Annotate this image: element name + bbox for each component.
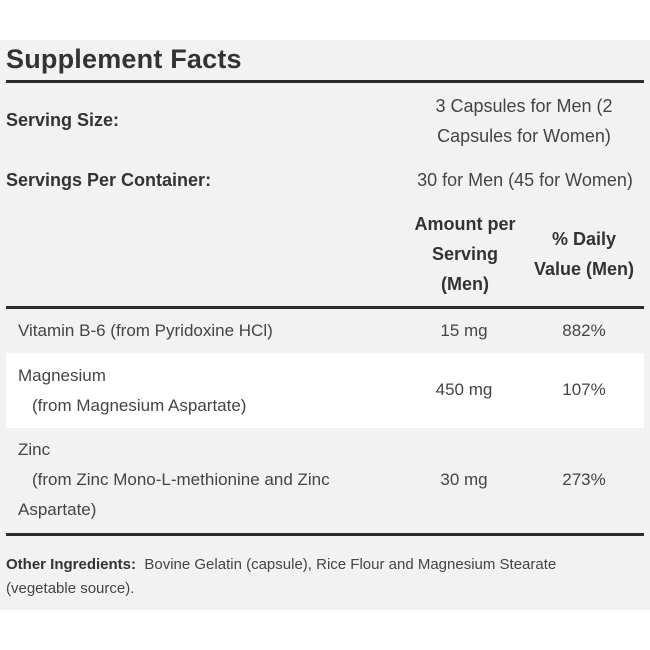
title-rule <box>6 80 644 83</box>
table-row-bg <box>6 353 644 428</box>
daily-value-header-line1: % Daily <box>551 229 617 249</box>
serving-size-label: Serving Size: <box>6 110 120 130</box>
header-rule <box>6 306 644 309</box>
nutrient-source: (from Zinc Mono-L-methionine and Zinc <box>32 470 330 489</box>
nutrient-amount: 30 mg <box>440 470 488 489</box>
other-ingredients-text: Bovine Gelatin (capsule), Rice Flour and… <box>6 556 557 597</box>
daily-value-header-line2: Value (Men) <box>533 259 635 279</box>
nutrient-daily-value: 273% <box>562 470 606 489</box>
nutrient-name: Magnesium <box>18 366 106 385</box>
page-title: Supplement Facts <box>6 44 242 74</box>
nutrient-daily-value: 107% <box>562 380 606 399</box>
serving-size-value-line1: 3 Capsules for Men (2 <box>435 96 613 116</box>
nutrient-amount: 450 mg <box>435 380 493 399</box>
nutrient-source-continued: Aspartate) <box>18 500 97 519</box>
table-bottom-rule <box>6 533 644 536</box>
servings-per-container-label: Servings Per Container: <box>6 170 212 190</box>
supplement-facts-panel <box>0 40 650 610</box>
nutrient-name: Zinc <box>18 440 51 459</box>
serving-size-value-line2: Capsules for Women) <box>437 126 611 146</box>
amount-header-line2: Serving <box>431 244 499 264</box>
nutrient-amount: 15 mg <box>440 321 488 340</box>
amount-header-line1: Amount per <box>414 214 516 234</box>
amount-header-line3: (Men) <box>441 274 489 294</box>
other-ingredients-label: Other Ingredients: <box>6 556 137 573</box>
nutrient-daily-value: 882% <box>562 321 606 340</box>
other-ingredients: Other Ingredients: Bovine Gelatin (capsu… <box>6 553 626 601</box>
servings-per-container-value: 30 for Men (45 for Women) <box>417 170 633 190</box>
nutrient-name: Vitamin B-6 (from Pyridoxine HCl) <box>18 321 273 340</box>
nutrient-source: (from Magnesium Aspartate) <box>32 396 247 415</box>
